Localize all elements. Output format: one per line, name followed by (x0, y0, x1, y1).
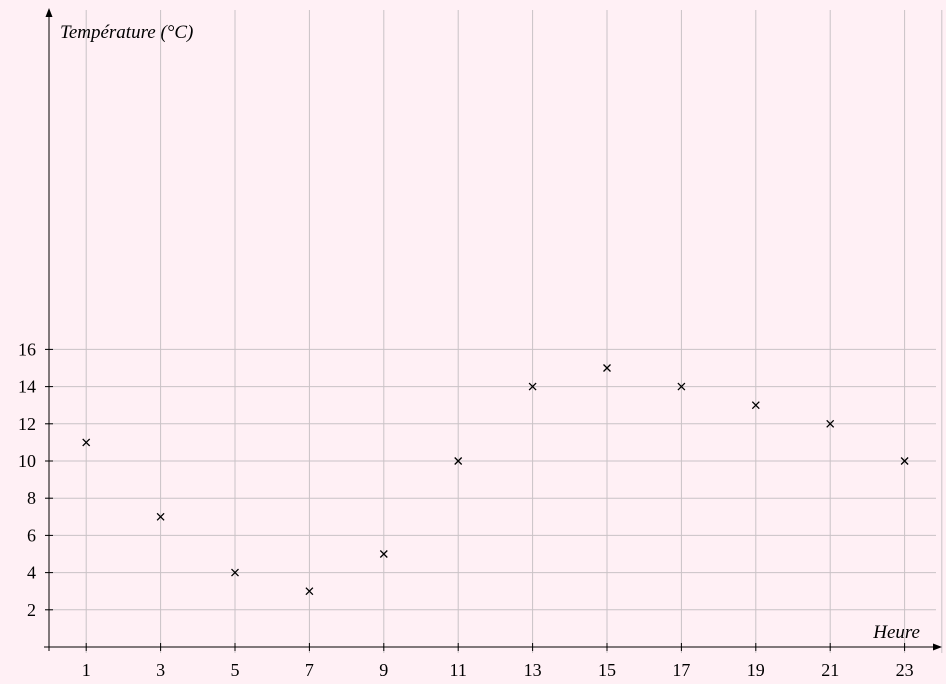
data-point-marker (528, 382, 537, 391)
data-point-marker (677, 382, 686, 391)
y-tick-label: 8 (27, 488, 36, 508)
data-point-marker (156, 512, 165, 521)
x-tick-label: 19 (747, 660, 765, 680)
y-tick-label: 10 (18, 451, 36, 471)
y-axis-arrow (45, 8, 53, 17)
data-point-marker (454, 457, 463, 465)
x-tick-label: 11 (450, 660, 467, 680)
data-point-marker (305, 587, 314, 596)
x-tick-label: 9 (379, 660, 388, 680)
x-tick-label: 21 (821, 660, 839, 680)
data-point-marker (82, 438, 91, 447)
x-tick-label: 17 (672, 660, 690, 680)
x-tick-label: 23 (896, 660, 914, 680)
y-tick-label: 14 (18, 377, 36, 397)
data-point-marker (231, 568, 239, 577)
data-point-marker (603, 364, 611, 372)
x-axis-arrow (933, 643, 942, 651)
axes (44, 8, 942, 651)
x-tick-label: 7 (305, 660, 314, 680)
y-axis-title: Température (°C) (60, 22, 193, 43)
y-tick-label: 12 (18, 414, 36, 434)
y-tick-label: 4 (27, 563, 36, 583)
y-tick-label: 6 (27, 525, 36, 545)
grid (45, 10, 943, 653)
data-point-marker (900, 457, 909, 465)
y-tick-label: 16 (18, 339, 36, 359)
data-point-marker (379, 550, 388, 558)
y-tick-labels: 2 4 6 8 10 12 14 16 (18, 339, 53, 620)
x-tick-label: 15 (598, 660, 616, 680)
x-tick-label: 1 (82, 660, 91, 680)
x-tick-label: 3 (156, 660, 165, 680)
x-tick-label: 13 (524, 660, 542, 680)
y-tick-label: 2 (27, 600, 36, 620)
data-points (82, 364, 909, 596)
x-tick-labels: 1 3 5 7 9 11 13 15 17 19 21 23 (82, 643, 914, 680)
data-point-marker (826, 419, 835, 428)
data-point-marker (751, 401, 760, 410)
x-axis-title: Heure (872, 622, 920, 643)
x-tick-label: 5 (231, 660, 240, 680)
